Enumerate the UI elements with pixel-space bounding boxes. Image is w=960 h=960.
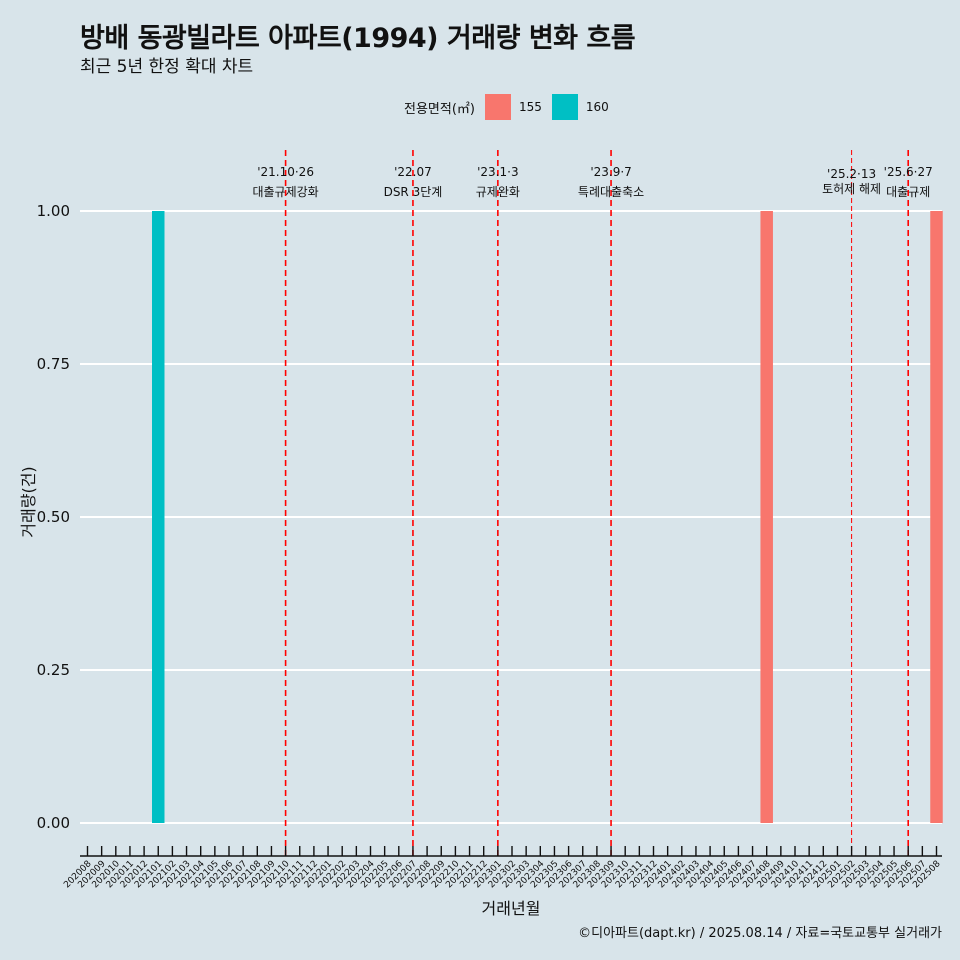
x-axis-title: 거래년월 (482, 899, 541, 918)
y-tick-label: 0.50 (37, 508, 70, 526)
y-axis: 0.00 0.25 0.50 0.75 1.00 (37, 202, 70, 832)
y-axis-title: 거래량(건) (19, 466, 38, 537)
y-tick-label: 1.00 (37, 202, 70, 220)
legend-title: 전용면적(㎡) (404, 101, 475, 117)
event-label-202301: 규제완화 (476, 185, 520, 199)
x-axis: 2020082020092020102020112020122021012021… (62, 846, 943, 890)
y-tick-label: 0.75 (37, 355, 70, 373)
event-label-202502: 토허제 해제 (822, 182, 881, 196)
y-tick-label: 0.25 (37, 661, 70, 679)
event-date-202301: '23.1·3 (477, 165, 518, 179)
event-label-202110: 대출규제강화 (252, 185, 318, 199)
event-label-202506: 대출규제 (886, 185, 930, 199)
event-date-202207: '22.07 (394, 165, 432, 179)
legend-swatch-155 (484, 94, 511, 120)
event-date-202506: '25.6·27 (884, 165, 933, 179)
bars (152, 211, 943, 823)
grid-lines (80, 210, 942, 824)
legend: 전용면적(㎡) 155 160 (404, 94, 619, 120)
source-caption: ©디아파트(dapt.kr) / 2025.08.14 / 자료=국토교통부 실… (578, 926, 942, 941)
event-date-202110: '21.10·26 (257, 165, 314, 179)
bar-155-202408 (760, 211, 773, 823)
event-date-202502: '25.2·13 (827, 167, 876, 181)
chart-subtitle: 최근 5년 한정 확대 차트 (80, 57, 254, 77)
bar-160-202101 (152, 211, 165, 823)
legend-label-155: 155 (518, 100, 542, 114)
bar-155-202508 (930, 211, 943, 823)
y-tick-label: 0.00 (37, 814, 70, 832)
event-label-202309: 특례대출축소 (578, 185, 644, 199)
chart-title: 방배 동광빌라트 아파트(1994) 거래량 변화 흐름 (80, 23, 636, 54)
legend-label-160: 160 (585, 100, 609, 114)
legend-swatch-160 (551, 94, 578, 120)
event-markers: '21.10·26 대출규제강화 '22.07 DSR 3단계 '23.1·3 규제완화 '… (252, 150, 933, 856)
event-label-202207: DSR 3단계 (384, 185, 443, 199)
event-date-202309: '23.9·7 (590, 165, 631, 179)
